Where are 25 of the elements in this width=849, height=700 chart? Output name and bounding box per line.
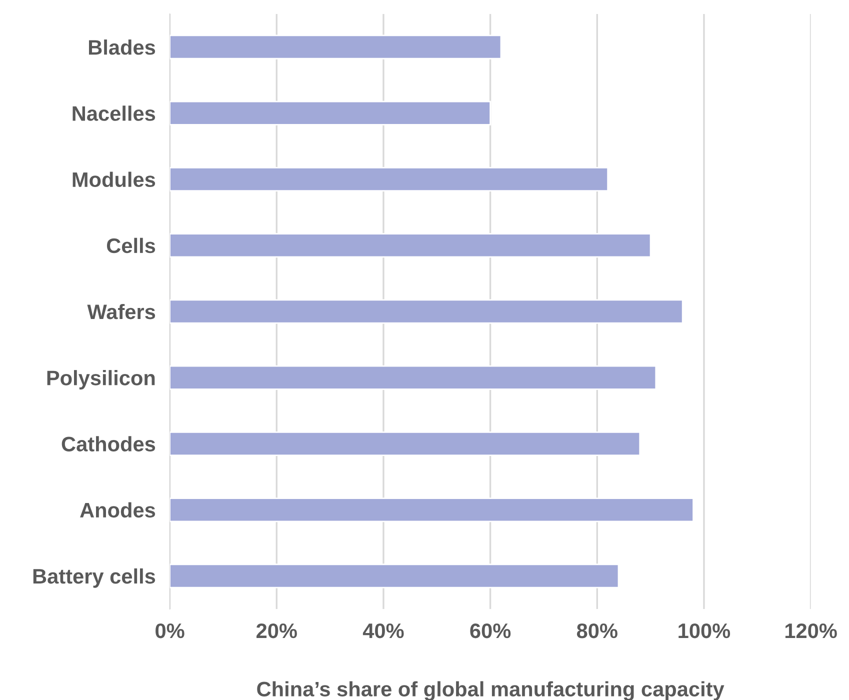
bar <box>170 431 641 456</box>
bar <box>170 167 609 192</box>
x-tick-label: 120% <box>785 623 837 638</box>
bar <box>170 299 684 324</box>
bar <box>170 365 657 390</box>
y-tick-label: Modules <box>72 172 156 188</box>
x-tick-label: 0% <box>156 623 184 638</box>
bar <box>170 233 652 258</box>
y-tick-label: Polysilicon <box>47 370 155 390</box>
bar <box>170 34 502 60</box>
bar <box>170 100 491 126</box>
y-tick-label: Wafers <box>87 304 156 320</box>
y-tick-label: Anodes <box>80 502 156 518</box>
y-tick-label: Battery cells <box>33 568 156 588</box>
y-tick-label: Cathodes <box>62 436 156 452</box>
y-tick-label: Cells <box>106 238 156 254</box>
bar <box>170 498 694 522</box>
y-tick-label: Nacelles <box>72 106 156 121</box>
y-tick-label: Blades <box>88 40 156 55</box>
x-tick-label: 80% <box>576 623 618 638</box>
bar <box>170 564 620 588</box>
x-tick-label: 40% <box>362 623 404 638</box>
x-tick-label: 100% <box>678 623 730 638</box>
x-tick-label: 20% <box>256 623 297 638</box>
x-tick-label: 60% <box>470 623 511 638</box>
